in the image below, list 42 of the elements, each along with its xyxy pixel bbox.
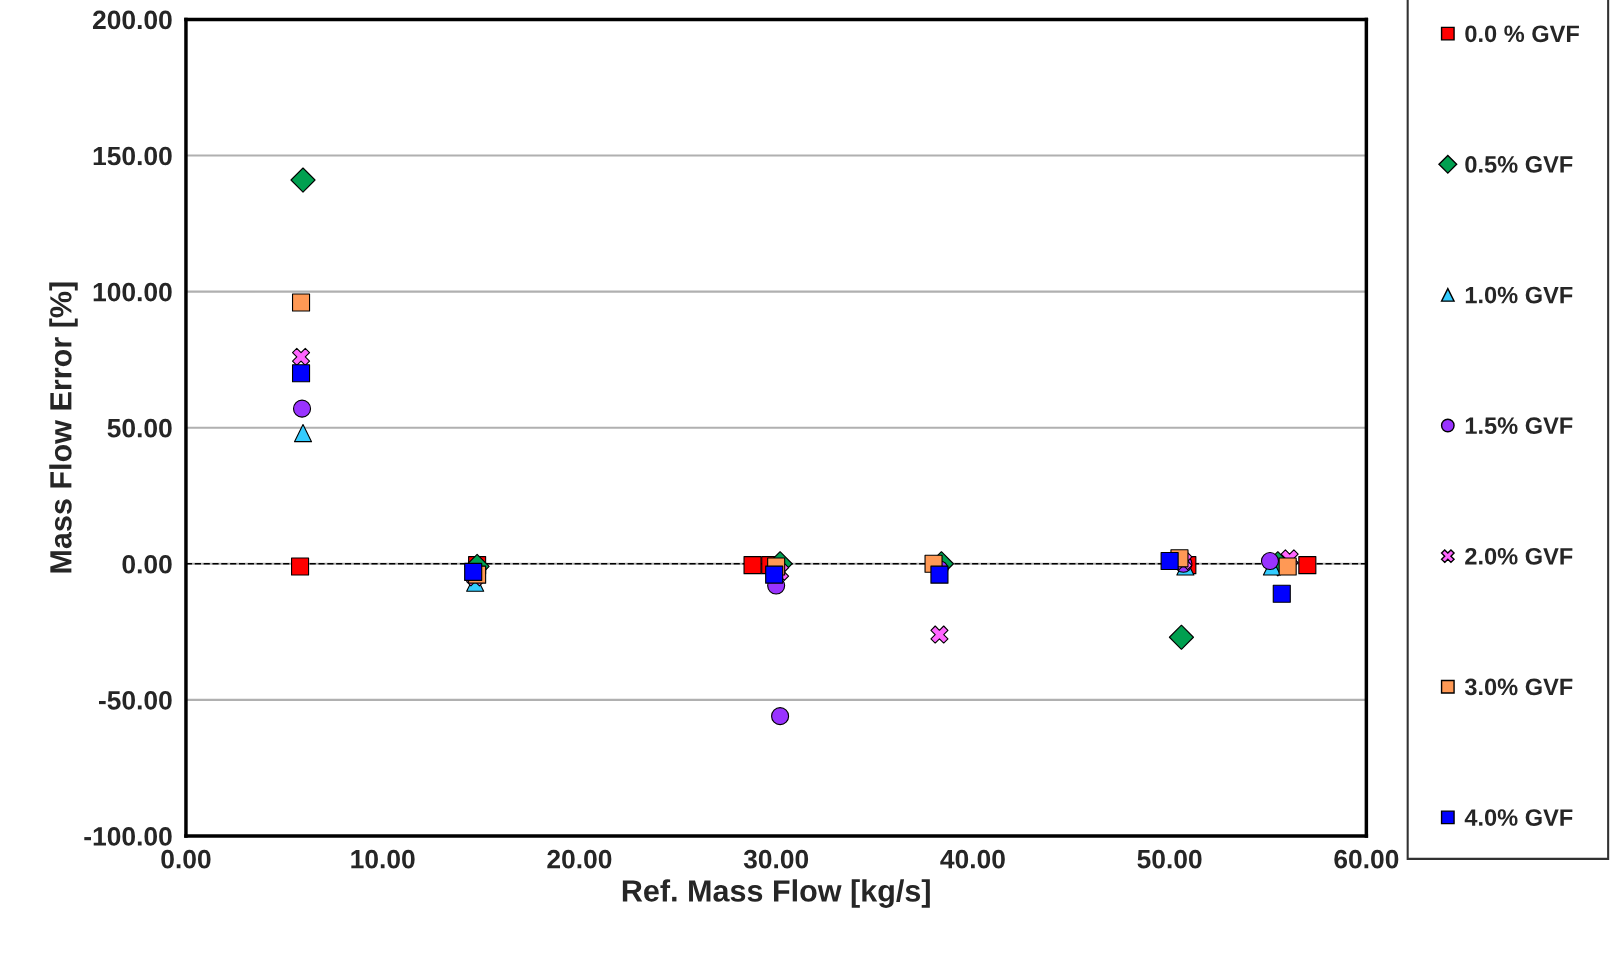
point <box>464 562 483 581</box>
y-tick-label: 50.00 <box>107 418 172 438</box>
x-tick-label: 40.00 <box>940 849 1005 869</box>
legend-label: 0.0 % GVF <box>1465 25 1579 43</box>
point <box>930 565 949 584</box>
point <box>765 565 784 584</box>
legend-label: 4.0% GVF <box>1464 809 1573 826</box>
y-tick-label: 200.00 <box>92 10 172 30</box>
point <box>1278 557 1297 576</box>
point <box>290 167 316 193</box>
legend-label: 3.0% GVF <box>1464 678 1573 696</box>
point <box>1160 551 1179 571</box>
y-tick-label: -100.00 <box>84 827 172 846</box>
point <box>292 399 312 418</box>
x-tick-label: 60.00 <box>1334 849 1399 869</box>
point <box>293 424 313 443</box>
x-tick-label: 0.00 <box>161 849 211 869</box>
y-axis-title: Mass Flow Error [%] <box>49 282 78 573</box>
point <box>1260 551 1280 571</box>
point <box>291 293 311 312</box>
y-tick-label: 0.00 <box>122 554 172 574</box>
point <box>291 364 311 383</box>
point <box>743 556 762 575</box>
point <box>1272 584 1291 603</box>
y-tick-label: 100.00 <box>93 282 172 302</box>
point <box>291 347 311 366</box>
legend-label: 0.5% GVF <box>1465 156 1573 173</box>
x-tick-label: 50.00 <box>1137 849 1202 869</box>
x-tick-label: 10.00 <box>351 849 415 869</box>
y-tick-label: -50.00 <box>98 690 172 710</box>
point <box>771 707 790 726</box>
point <box>1298 556 1317 575</box>
legend-label: 1.0% GVF <box>1465 286 1573 304</box>
legend-label: 2.0% GVF <box>1465 547 1573 565</box>
x-tick-label: 20.00 <box>547 849 612 869</box>
legend-label: 1.5% GVF <box>1465 417 1573 435</box>
y-tick-label: 150.00 <box>93 146 172 166</box>
x-tick-label: 30.00 <box>743 849 809 869</box>
x-axis-title: Ref. Mass Flow [kg/s] <box>622 879 930 908</box>
point <box>291 557 310 576</box>
point <box>1168 624 1195 650</box>
point <box>930 625 949 644</box>
